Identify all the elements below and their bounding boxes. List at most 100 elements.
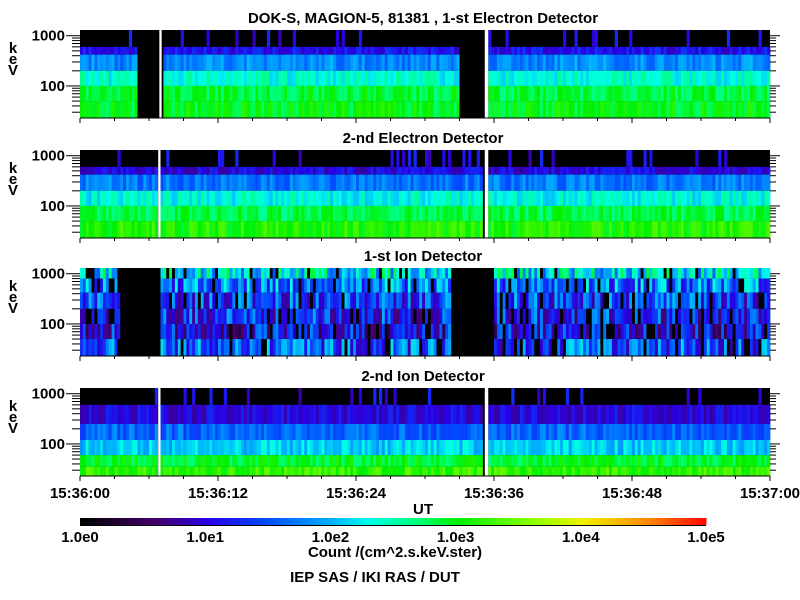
spectrogram-cell: [393, 388, 397, 405]
spectrogram-cell: [721, 54, 725, 71]
spectrogram-cell: [85, 174, 90, 191]
spectrogram-cell: [629, 268, 633, 279]
spectrogram-cell: [318, 54, 322, 71]
spectrogram-cell: [692, 166, 696, 175]
spectrogram-cell: [172, 466, 176, 476]
spectrogram-cell: [166, 46, 170, 55]
spectrogram-cell: [364, 278, 368, 293]
spectrogram-cell: [514, 268, 518, 279]
spectrogram-cell: [249, 404, 253, 424]
spectrogram-cell: [215, 190, 219, 206]
spectrogram-cell: [729, 323, 734, 340]
spectrogram-cell: [289, 70, 294, 86]
spectrogram-cell: [266, 466, 271, 476]
spectrogram-cell: [637, 54, 642, 71]
spectrogram-cell: [606, 308, 610, 324]
spectrogram-cell: [425, 466, 429, 476]
spectrogram-cell: [387, 404, 391, 424]
spectrogram-cell: [453, 54, 458, 71]
spectrogram-cell: [683, 46, 688, 55]
spectrogram-cell: [680, 46, 685, 55]
spectrogram-cell: [312, 323, 317, 340]
spectrogram-cell: [384, 46, 389, 55]
spectrogram-cell: [269, 54, 274, 71]
spectrogram-cell: [652, 101, 656, 118]
spectrogram-cell: [105, 323, 110, 340]
spectrogram-cell: [123, 466, 127, 476]
spectrogram-cell: [551, 150, 555, 167]
spectrogram-cell: [223, 54, 228, 71]
spectrogram-cell: [726, 30, 731, 47]
spectrogram-cell: [528, 423, 532, 440]
spectrogram-cell: [203, 46, 207, 55]
spectrogram-cell: [726, 190, 731, 206]
spectrogram-cell: [160, 205, 164, 222]
spectrogram-cell: [577, 323, 581, 340]
spectrogram-cell: [666, 46, 670, 55]
spectrogram-cell: [344, 466, 348, 476]
spectrogram-cell: [663, 205, 667, 222]
spectrogram-cell: [108, 174, 113, 191]
spectrogram-cell: [764, 205, 768, 222]
spectrogram-cell: [724, 101, 728, 118]
spectrogram-cell: [591, 268, 596, 279]
spectrogram-cell: [767, 205, 771, 222]
spectrogram-cell: [686, 323, 690, 340]
spectrogram-cell: [223, 423, 228, 440]
spectrogram-cell: [445, 46, 449, 55]
spectrogram-cell: [350, 174, 354, 191]
spectrogram-cell: [459, 221, 463, 238]
spectrogram-cell: [634, 404, 639, 424]
spectrogram-cell: [758, 30, 762, 47]
spectrogram-cell: [591, 278, 596, 293]
spectrogram-cell: [652, 221, 656, 238]
spectrogram-cell: [275, 455, 279, 467]
spectrogram-cell: [643, 221, 647, 238]
spectrogram-cell: [617, 190, 621, 206]
spectrogram-cell: [563, 439, 567, 456]
spectrogram-cell: [580, 308, 584, 324]
spectrogram-cell: [637, 101, 642, 118]
spectrogram-cell: [430, 455, 435, 467]
spectrogram-cell: [111, 423, 115, 440]
spectrogram-cell: [557, 221, 561, 238]
spectrogram-cell: [266, 268, 271, 279]
spectrogram-cell: [350, 423, 354, 440]
spectrogram-cell: [88, 268, 92, 279]
spectrogram-cell: [726, 308, 731, 324]
spectrogram-cell: [226, 323, 230, 340]
spectrogram-cell: [358, 85, 363, 102]
spectrogram-cell: [450, 174, 455, 191]
spectrogram-cell: [169, 323, 173, 340]
spectrogram-cell: [373, 339, 377, 356]
spectrogram-cell: [88, 308, 92, 324]
spectrogram-cell: [243, 339, 248, 356]
spectrogram-cell: [540, 54, 544, 71]
spectrogram-cell: [721, 46, 725, 55]
spectrogram-cell: [292, 221, 297, 238]
spectrogram-cell: [91, 221, 95, 238]
spectrogram-cell: [318, 423, 322, 440]
spectrogram-cell: [586, 54, 590, 71]
spectrogram-cell: [496, 323, 501, 340]
spectrogram-cell: [649, 166, 653, 175]
spectrogram-cell: [134, 174, 138, 191]
spectrogram-cell: [402, 46, 406, 55]
spectrogram-cell: [387, 190, 391, 206]
spectrogram-cell: [471, 455, 475, 467]
spectrogram-cell: [534, 323, 538, 340]
spectrogram-cell: [160, 190, 164, 206]
spectrogram-cell: [433, 308, 437, 324]
spectrogram-cell: [261, 101, 265, 118]
spectrogram-cell: [557, 166, 561, 175]
spectrogram-cell: [649, 221, 653, 238]
spectrogram-cell: [551, 70, 555, 86]
spectrogram-cell: [246, 423, 251, 440]
spectrogram-cell: [732, 166, 736, 175]
spectrogram-cell: [307, 339, 311, 356]
spectrogram-cell: [706, 278, 711, 293]
spectrogram-cell: [333, 166, 337, 175]
spectrogram-cell: [212, 292, 216, 309]
spectrogram-cell: [709, 323, 713, 340]
spectrogram-cell: [97, 101, 101, 118]
